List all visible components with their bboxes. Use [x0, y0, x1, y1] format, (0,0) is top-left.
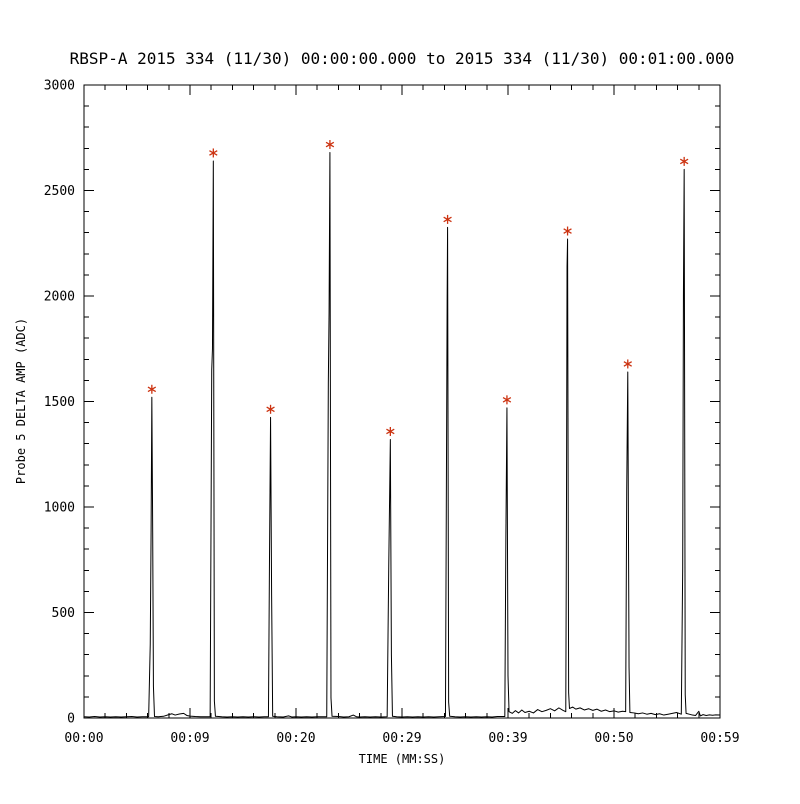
plot-frame [83, 84, 721, 719]
data-series [83, 152, 721, 718]
x-tick-label: 00:29 [382, 731, 421, 746]
peak-marker [147, 384, 157, 394]
peak-markers [147, 140, 689, 436]
y-tick-label: 0 [67, 712, 75, 727]
y-tick-label: 500 [52, 606, 75, 621]
peak-marker [502, 395, 512, 405]
peak-marker [679, 156, 689, 166]
peak-marker [443, 214, 452, 224]
y-tick-label: 1500 [44, 395, 75, 410]
x-tick-label: 00:59 [700, 731, 739, 746]
peak-marker [266, 404, 275, 414]
x-tick-label: 00:50 [594, 731, 633, 746]
y-tick-label: 3000 [44, 79, 75, 94]
peak-marker [209, 148, 218, 158]
peak-marker [325, 140, 335, 150]
plot-title: RBSP-A 2015 334 (11/30) 00:00:00.000 to … [70, 49, 735, 68]
peak-marker [623, 359, 633, 369]
peak-marker [386, 426, 395, 436]
x-axis-label: TIME (MM:SS) [359, 752, 446, 766]
y-tick-label: 1000 [44, 501, 75, 516]
y-tick-label: 2500 [44, 184, 75, 199]
x-tick-label: 00:39 [488, 731, 527, 746]
y-axis-label: Probe 5 DELTA AMP (ADC) [14, 318, 28, 484]
x-tick-label: 00:00 [64, 731, 103, 746]
peak-marker [563, 226, 572, 236]
axes: 00:00 00:09 00:20 00:29 00:39 00:50 00:59 0 500 1… [44, 79, 740, 747]
x-tick-label: 00:20 [276, 731, 315, 746]
data-series-line [83, 152, 721, 718]
y-tick-label: 2000 [44, 290, 75, 305]
x-tick-label: 00:09 [170, 731, 209, 746]
